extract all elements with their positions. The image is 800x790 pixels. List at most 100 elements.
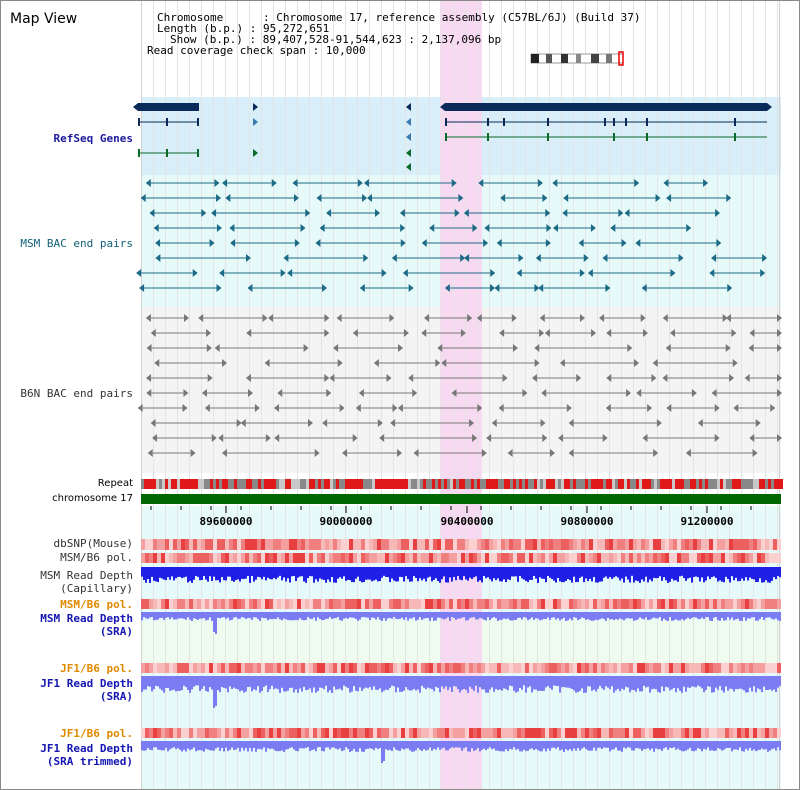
heat-cell — [449, 539, 453, 550]
depth-bar — [239, 612, 241, 619]
heat-cell — [389, 599, 393, 609]
depth-bar — [615, 612, 617, 619]
heat-cell — [585, 599, 589, 609]
feature-arrow-left — [211, 209, 217, 217]
depth-bar — [333, 567, 335, 583]
depth-bar — [201, 612, 203, 619]
depth-bar — [693, 676, 695, 687]
length-key: Length (b.p.) — [157, 22, 244, 35]
depth-bar — [515, 741, 517, 750]
jf1-b6-pol-label-1[interactable]: JF1/B6 pol. — [60, 662, 133, 675]
depth-bar — [673, 567, 675, 581]
heat-cell — [373, 553, 377, 563]
heat-cell — [473, 728, 477, 738]
repeat-element — [438, 479, 441, 489]
depth-bar — [251, 676, 253, 692]
depth-bar — [745, 676, 747, 693]
depth-bar — [663, 741, 665, 749]
exon — [547, 133, 549, 141]
depth-bar — [181, 612, 183, 619]
repeat-element — [732, 479, 735, 489]
depth-bar — [323, 676, 325, 690]
depth-bar — [199, 567, 201, 581]
depth-bar — [609, 741, 611, 752]
heat-cell — [201, 539, 205, 550]
heat-cell — [537, 599, 541, 609]
heat-cell — [425, 539, 429, 550]
depth-bar — [561, 567, 563, 583]
heat-cell — [585, 553, 589, 563]
feature-arrow-right — [216, 194, 222, 202]
depth-bar — [213, 567, 215, 577]
depth-bar — [591, 676, 593, 691]
depth-bar — [559, 741, 561, 751]
heat-cell — [537, 539, 541, 550]
heat-cell — [773, 599, 777, 609]
heat-cell — [293, 539, 297, 550]
repeat-element — [699, 479, 702, 489]
depth-bar — [611, 741, 613, 750]
heat-cell — [761, 539, 765, 550]
depth-bar — [447, 567, 449, 583]
heat-cell — [665, 663, 669, 673]
heat-cell — [605, 539, 609, 550]
depth-bar — [217, 741, 219, 748]
heat-cell — [289, 663, 293, 673]
msm-depth-capillary-label[interactable]: MSM Read Depth — [40, 569, 133, 582]
repeat-element — [351, 479, 354, 489]
feature-arrow-right — [403, 329, 409, 337]
feature-arrow-left — [230, 239, 236, 247]
depth-bar — [293, 612, 295, 621]
depth-bar — [441, 676, 443, 687]
depth-bar — [329, 741, 331, 750]
feature-arrow-left — [451, 389, 457, 397]
heat-cell — [585, 728, 589, 738]
depth-bar — [227, 676, 229, 693]
depth-bar — [267, 676, 269, 693]
jf1-depth-trim-label[interactable]: JF1 Read Depth — [40, 742, 133, 755]
refseq-genes-label[interactable]: RefSeq Genes — [53, 132, 133, 145]
heat-cell — [753, 539, 757, 550]
depth-bar — [509, 567, 511, 581]
heat-cell — [749, 553, 753, 563]
dbsnp-label[interactable]: dbSNP(Mouse) — [53, 537, 133, 550]
b6n-bac-label[interactable]: B6N BAC end pairs — [20, 387, 133, 400]
msm-b6-pol-label-1[interactable]: MSM/B6 pol. — [60, 551, 133, 564]
jf1-depth-sra-label[interactable]: JF1 Read Depth — [40, 677, 133, 690]
depth-bar — [753, 612, 755, 618]
heat-cell — [501, 728, 505, 738]
msm-b6-pol-label-2[interactable]: MSM/B6 pol. — [60, 598, 133, 611]
heat-cell — [213, 599, 217, 609]
heat-cell — [609, 553, 613, 563]
repeat-element — [231, 479, 234, 489]
feature-arrow-right — [357, 179, 363, 187]
heat-cell — [501, 553, 505, 563]
feature-arrow-right — [714, 434, 720, 442]
depth-bar — [559, 676, 561, 693]
depth-bar — [171, 676, 173, 691]
msm-depth-sra-label[interactable]: MSM Read Depth — [40, 612, 133, 625]
depth-bar — [473, 612, 475, 617]
depth-bar — [317, 567, 319, 582]
depth-bar — [367, 676, 369, 689]
depth-bar — [401, 567, 403, 578]
depth-bar — [345, 741, 347, 748]
feature-arrow-left — [359, 284, 365, 292]
depth-bar — [639, 676, 641, 692]
repeat-element — [486, 479, 489, 489]
depth-bar — [497, 567, 499, 579]
depth-bar — [301, 612, 303, 620]
depth-bar — [219, 676, 221, 693]
depth-bar — [281, 567, 283, 581]
depth-bar — [633, 676, 635, 690]
depth-bar — [251, 612, 253, 620]
jf1-b6-pol-label-2[interactable]: JF1/B6 pol. — [60, 727, 133, 740]
msm-bac-label[interactable]: MSM BAC end pairs — [20, 237, 133, 250]
depth-bar — [667, 741, 669, 750]
feature-arrow-right — [716, 239, 722, 247]
heat-cell — [313, 599, 317, 609]
depth-bar — [459, 612, 461, 619]
depth-bar — [765, 612, 767, 618]
heat-cell — [265, 539, 269, 550]
